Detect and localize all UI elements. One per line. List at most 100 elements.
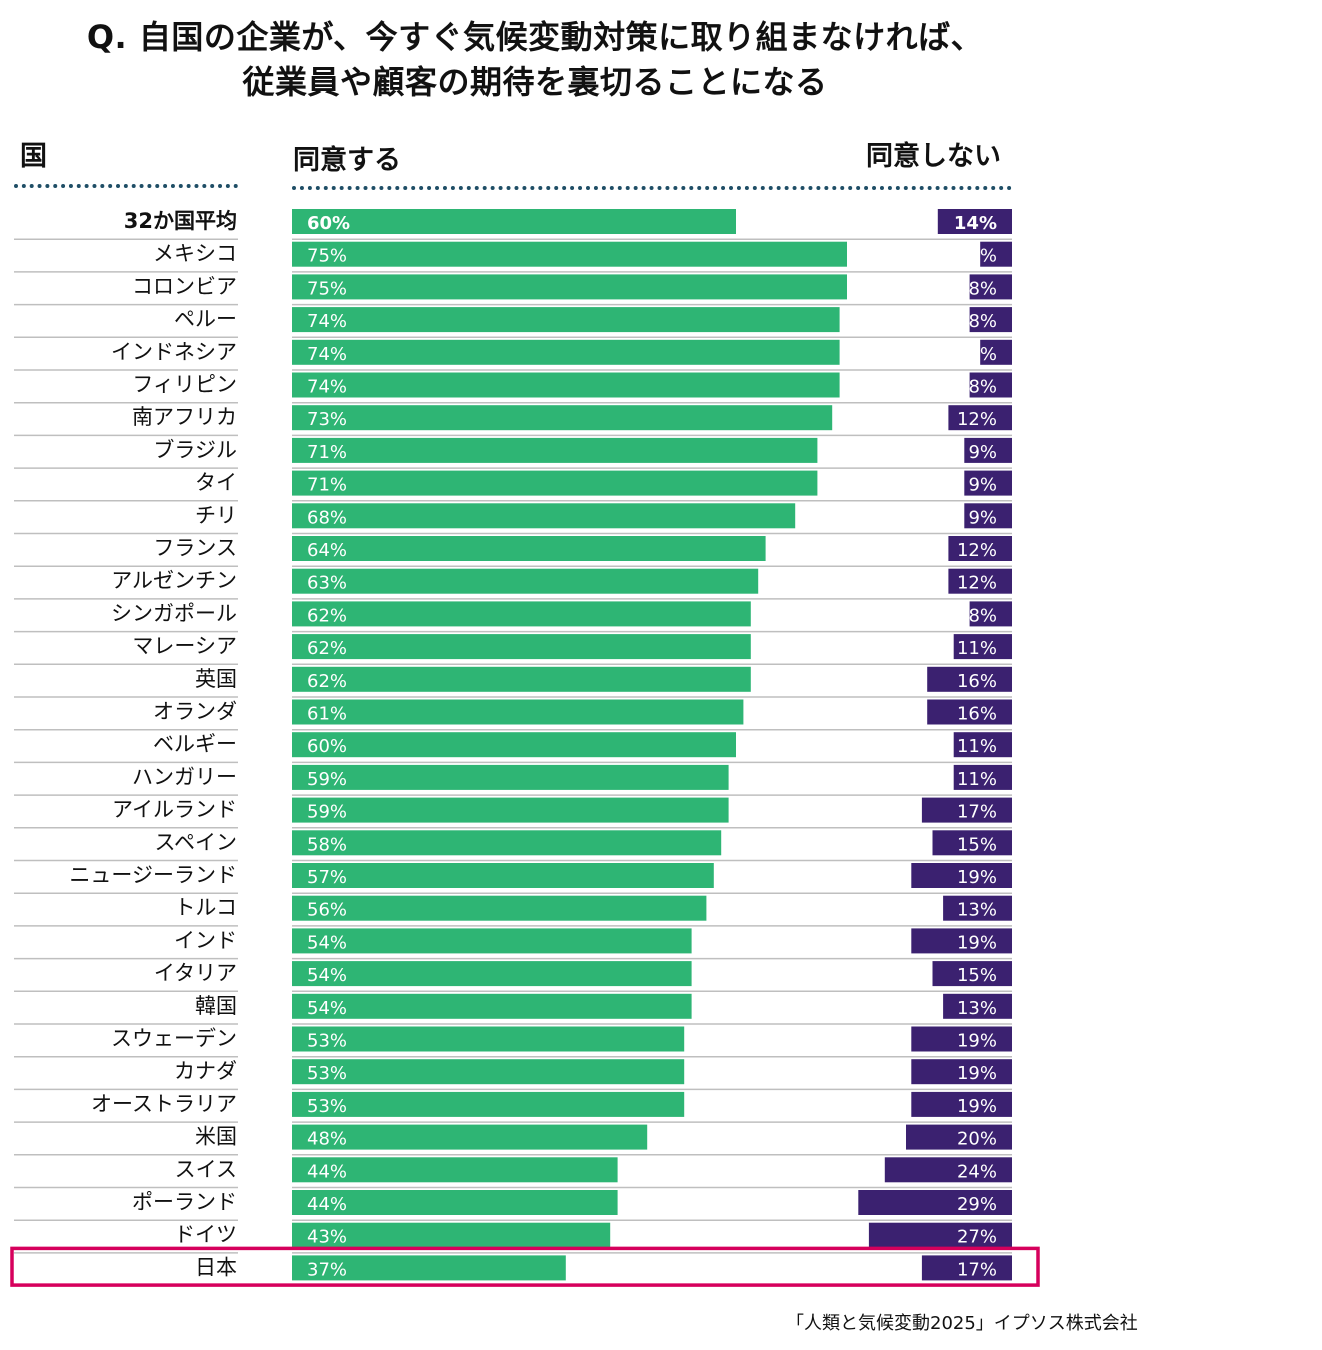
country-label: 米国 [195,1125,237,1149]
agree-value-label: 62% [307,638,347,659]
agree-bar [292,928,692,954]
country-label: ドイツ [174,1223,237,1247]
agree-value-label: 54% [307,965,347,986]
disagree-value-label: 29% [957,1194,997,1215]
disagree-bar [911,1026,1012,1052]
agree-bar [292,1091,685,1117]
country-label: メキシコ [153,242,237,266]
disagree-value-label: 19% [957,932,997,953]
disagree-bar [980,241,1012,267]
disagree-bar [969,274,1012,300]
disagree-bar [868,1222,1012,1248]
country-label: トルコ [174,896,237,920]
disagree-bar [953,732,1012,758]
disagree-bar [927,699,1012,725]
disagree-bar [937,209,1012,234]
agree-bar [292,503,796,529]
country-label: アルゼンチン [111,569,237,593]
disagree-bar [948,568,1012,594]
disagree-value-label: 8% [968,605,997,626]
disagree-bar [911,1059,1012,1085]
disagree-bar [964,470,1012,496]
disagree-value-label: 15% [957,965,997,986]
agree-bar [292,895,707,921]
country-header-dotted-rule [14,184,238,188]
disagree-value-label: 19% [957,1063,997,1084]
agree-bar [292,209,736,234]
agree-value-label: 71% [307,475,347,496]
disagree-value-label: 14% [954,213,997,234]
country-label: ベルギー [153,732,237,756]
disagree-bar [969,601,1012,627]
country-label: ニュージーランド [69,863,237,887]
agree-bar [292,372,840,398]
agree-bar [292,863,714,888]
agree-value-label: 59% [307,769,347,790]
country-label: 南アフリカ [132,405,237,429]
disagree-bar [948,536,1012,561]
agree-value-label: 74% [307,344,347,365]
country-label: カナダ [174,1059,237,1083]
agree-value-label: 53% [307,1063,347,1084]
disagree-value-label: 8% [968,278,997,299]
agree-bar [292,568,759,594]
agree-value-label: 48% [307,1129,347,1150]
highlight-box-japan [10,1246,1040,1287]
agree-value-label: 62% [307,605,347,626]
agree-value-label: 75% [307,278,347,299]
country-label: スイス [175,1157,237,1181]
disagree-value-label: 15% [957,834,997,855]
disagree-value-label: 16% [957,704,997,725]
agree-value-label: 74% [307,377,347,398]
agree-bar [292,797,729,823]
disagree-bar [932,961,1012,987]
agree-bar [292,1059,685,1085]
agree-value-label: 53% [307,1096,347,1117]
agree-value-label: 44% [307,1161,347,1182]
agree-value-label: 73% [307,409,347,430]
disagree-bar [969,372,1012,398]
agree-value-label: 64% [307,540,347,561]
agree-bar [292,961,692,987]
country-label: スウェーデン [111,1027,237,1051]
agree-value-label: 68% [307,507,347,528]
disagree-bar [911,863,1012,888]
country-label: マレーシア [132,634,237,658]
agree-value-label: 60% [307,736,347,757]
agree-bar [292,1190,618,1215]
country-label: タイ [195,471,237,495]
country-label: インド [174,928,237,952]
country-label: チリ [195,503,237,527]
agree-bar [292,666,751,692]
agree-bar [292,1222,611,1248]
country-label: 韓国 [195,994,237,1018]
agree-value-label: 75% [307,246,347,267]
agree-bar [292,470,818,496]
chart-title-line-1: Q. 自国の企業が、今すぐ気候変動対策に取り組まなければ、 [86,18,984,56]
agree-value-label: 37% [307,1259,347,1280]
disagree-bar [980,339,1012,365]
disagree-bar [943,993,1012,1019]
disagree-bar [884,1157,1012,1183]
disagree-bar [969,307,1012,333]
agree-value-label: 71% [307,442,347,463]
disagree-value-label: 24% [957,1161,997,1182]
agree-value-label: 60% [307,213,350,234]
disagree-bar [964,437,1012,463]
disagree-value-label: 13% [957,900,997,921]
agree-bar [292,307,840,333]
disagree-value-label: 17% [957,802,997,823]
disagree-value-label: 16% [957,671,997,692]
disagree-value-label: 19% [957,867,997,888]
country-label: フィリピン [132,373,237,397]
disagree-bar [921,797,1012,823]
agree-bar [292,437,818,463]
disagree-value-label: 9% [968,442,997,463]
disagree-bar [927,666,1012,692]
agree-value-label: 56% [307,900,347,921]
country-label: インドネシア [111,340,237,364]
agree-bar [292,241,847,267]
disagree-value-label: 19% [957,1096,997,1117]
country-label: フランス [153,536,237,560]
disagree-value-label: 17% [957,1259,997,1280]
